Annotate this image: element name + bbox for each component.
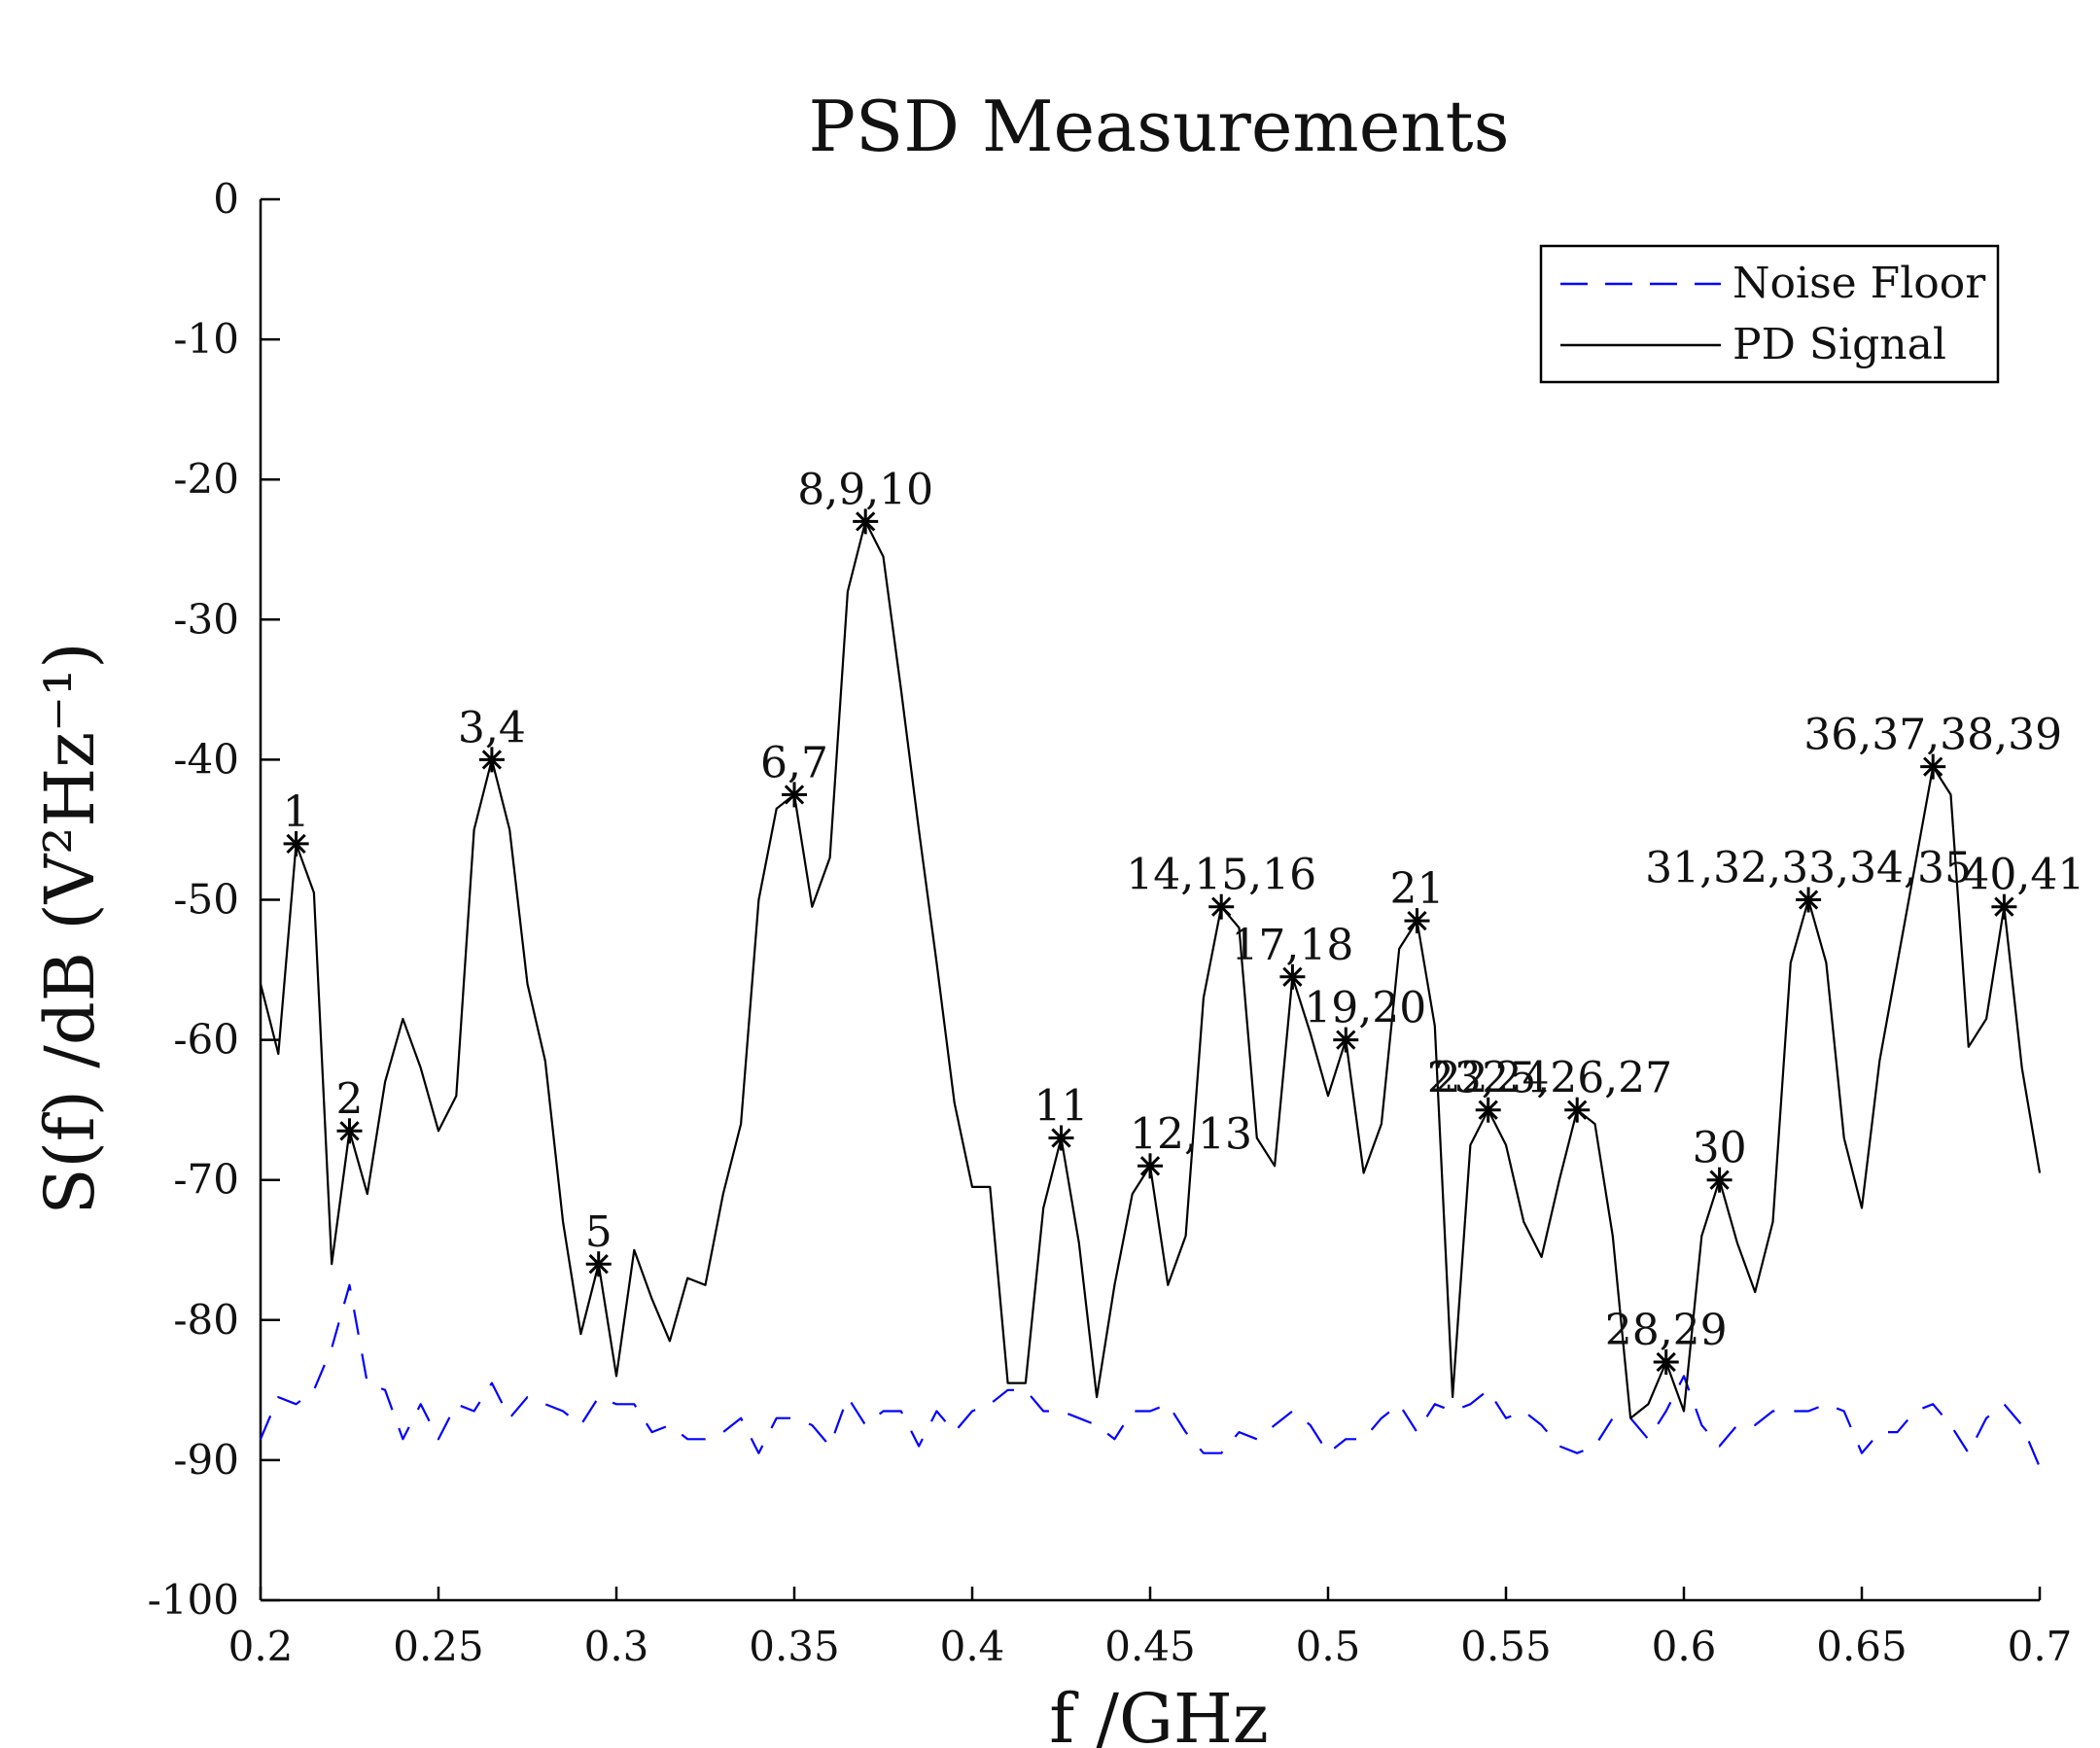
peak-label: 22 <box>1434 1054 1488 1103</box>
y-tick-label: -40 <box>173 735 239 783</box>
peak-marker-stroke <box>1923 756 1943 777</box>
x-tick-label: 0.6 <box>1652 1623 1717 1670</box>
peak-marker <box>782 782 807 808</box>
peak-label: 19,20 <box>1304 984 1426 1033</box>
peak-marker <box>853 508 879 535</box>
y-tick-label: -30 <box>173 595 239 643</box>
peak-label: 5 <box>585 1207 612 1257</box>
peak-marker-stroke <box>588 1254 609 1275</box>
peak-label: 30 <box>1693 1124 1747 1173</box>
peak-marker <box>1564 1097 1591 1123</box>
x-tick-label: 0.65 <box>1816 1623 1908 1670</box>
y-tick-label: -10 <box>173 315 239 363</box>
y-tick-label: -80 <box>173 1296 239 1344</box>
legend-box <box>1539 244 2000 384</box>
legend: Noise Floor PD Signal <box>1539 244 2000 384</box>
y-tick-label: -90 <box>173 1436 239 1484</box>
peak-marker-stroke <box>1051 1128 1071 1148</box>
peak-label: 1 <box>283 787 310 837</box>
peak-marker <box>1048 1125 1074 1151</box>
peak-marker <box>1653 1349 1679 1375</box>
peak-marker <box>1796 887 1822 913</box>
peak-marker <box>1991 893 2017 920</box>
x-tick-label: 0.3 <box>584 1623 649 1670</box>
peak-marker-stroke <box>784 785 805 805</box>
peak-marker-stroke <box>1478 1100 1498 1120</box>
peak-marker <box>478 747 505 773</box>
peak-marker-stroke <box>1336 1030 1356 1050</box>
peak-label: 25,26,27 <box>1482 1054 1672 1103</box>
series-line-pd-signal <box>259 520 2042 1419</box>
ticks: 0.2 0.25 0.3 0.35 0.4 0.45 0.5 0.55 0.6 0.65 0.7 0 -… <box>148 175 2073 1670</box>
peak-label: 21 <box>1390 864 1445 914</box>
y-axis-label: S(f) /dB (V²Hz⁻¹) <box>30 643 110 1215</box>
x-axis-label: f /GHz <box>1049 1679 1269 1748</box>
x-tick-label: 0.7 <box>2008 1623 2073 1670</box>
x-tick-label: 0.2 <box>228 1623 294 1670</box>
peak-marker-stroke <box>1139 1156 1161 1176</box>
x-tick-label: 0.35 <box>749 1623 840 1670</box>
peak-marker <box>585 1251 612 1277</box>
peak-label: 2 <box>336 1074 364 1124</box>
y-tick-label: -60 <box>173 1016 239 1064</box>
peak-marker-stroke <box>1994 896 2014 917</box>
y-tick-label: -20 <box>173 455 239 503</box>
x-tick-label: 0.25 <box>393 1623 484 1670</box>
peak-marker-stroke <box>856 511 876 532</box>
peaks-layer: 1 2 3,4 5 6,7 8,9,10 11 12,13 14,15,16 17,18 19,20… <box>283 465 2084 1375</box>
peak-marker-stroke <box>1656 1351 1676 1373</box>
peak-marker <box>1138 1153 1163 1179</box>
legend-label-pd-signal: PD Signal <box>1732 320 1946 369</box>
series-layer <box>259 520 2042 1468</box>
y-tick-label: 0 <box>213 175 239 223</box>
peak-label: 8,9,10 <box>797 465 933 514</box>
peak-marker <box>1920 753 1946 780</box>
peak-label: 17,18 <box>1231 921 1353 970</box>
peak-label: 23,24 <box>1427 1054 1550 1103</box>
peak-label: 3,4 <box>458 703 526 752</box>
peak-marker <box>1333 1027 1359 1053</box>
peak-label: 12,13 <box>1130 1109 1252 1159</box>
peak-marker-stroke <box>286 833 306 855</box>
peak-marker <box>1208 893 1235 920</box>
peak-marker <box>1706 1167 1732 1193</box>
peak-marker-stroke <box>1567 1100 1588 1120</box>
peak-marker-stroke <box>1211 896 1232 917</box>
peak-marker <box>1404 908 1430 934</box>
peak-marker-stroke <box>1407 910 1427 931</box>
chart-title: PSD Measurements <box>808 86 1509 167</box>
peak-label: 36,37,38,39 <box>1803 711 2062 760</box>
y-tick-label: -100 <box>148 1576 239 1624</box>
peak-marker-stroke <box>481 750 503 770</box>
y-tick-label: -70 <box>173 1156 239 1204</box>
peak-label: 11 <box>1034 1082 1089 1132</box>
x-tick-label: 0.55 <box>1460 1623 1552 1670</box>
x-tick-label: 0.5 <box>1296 1623 1361 1670</box>
peak-marker-stroke <box>1709 1170 1730 1190</box>
peak-label: 40,41 <box>1962 851 2084 900</box>
peak-marker-stroke <box>1282 966 1303 987</box>
peak-label: 14,15,16 <box>1126 851 1316 900</box>
peak-marker-stroke <box>339 1121 360 1141</box>
peak-label: 28,29 <box>1605 1306 1728 1355</box>
peak-label: 31,32,33,34,35 <box>1645 844 1972 893</box>
x-tick-label: 0.4 <box>940 1623 1005 1670</box>
legend-label-noise-floor: Noise Floor <box>1732 259 1986 308</box>
x-tick-label: 0.45 <box>1104 1623 1196 1670</box>
peak-marker-stroke <box>1798 890 1819 910</box>
peak-marker <box>1475 1097 1501 1123</box>
peak-label: 6,7 <box>760 738 828 787</box>
peak-marker <box>336 1118 363 1144</box>
y-tick-label: -50 <box>173 876 239 924</box>
peak-marker <box>283 830 309 857</box>
peak-marker <box>1279 963 1306 990</box>
series-line-noise-floor <box>259 1283 2042 1468</box>
